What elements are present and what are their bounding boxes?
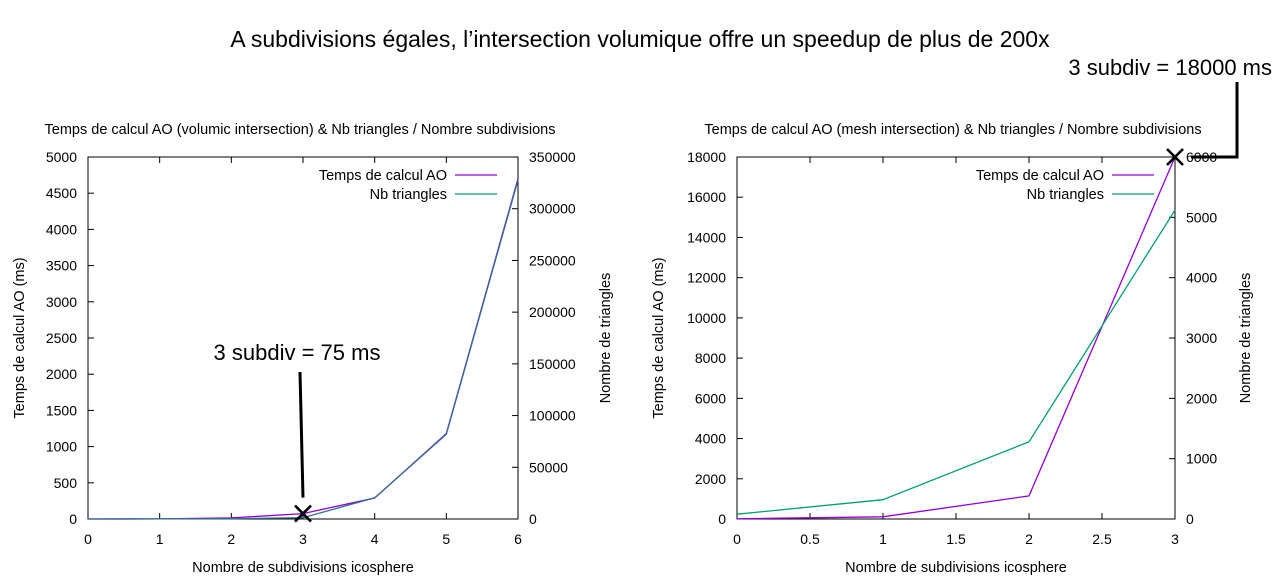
annotation-marker [294, 504, 312, 523]
y-tick-label: 16000 [687, 189, 726, 205]
x-axis-label: Nombre de subdivisions icosphere [192, 560, 414, 576]
chart-title: Temps de calcul AO (volumic intersection… [45, 122, 556, 138]
y2-tick-label: 5000 [1186, 209, 1217, 225]
y-tick-label: 5000 [46, 149, 77, 165]
chart-title: Temps de calcul AO (mesh intersection) &… [704, 122, 1201, 138]
y2-tick-label: 0 [529, 511, 537, 527]
annotation-pointer [1191, 82, 1239, 159]
y-tick-label: 4000 [695, 431, 726, 447]
chart-mesh-intersection: Temps de calcul AO (mesh intersection) &… [651, 55, 1272, 576]
annotation-text: 3 subdiv = 18000 ms [1068, 55, 1272, 80]
x-tick-label: 0 [733, 531, 741, 547]
y-tick-label: 2000 [46, 366, 77, 382]
y-tick-label: 18000 [687, 149, 726, 165]
y-tick-label: 2500 [46, 330, 77, 346]
x-tick-label: 3 [299, 531, 307, 547]
y-tick-label: 2000 [695, 471, 726, 487]
y2-tick-label: 2000 [1186, 390, 1217, 406]
y2-tick-label: 100000 [529, 408, 576, 424]
y2-tick-label: 50000 [529, 459, 568, 475]
y-tick-label: 10000 [687, 310, 726, 326]
x-tick-label: 4 [371, 531, 379, 547]
legend-label: Nb triangles [370, 187, 447, 203]
y-tick-label: 8000 [695, 350, 726, 366]
legend-label: Nb triangles [1027, 187, 1104, 203]
x-tick-label: 2 [227, 531, 235, 547]
headline: A subdivisions égales, l’intersection vo… [230, 26, 1050, 52]
annotation-text: 3 subdiv = 75 ms [214, 340, 381, 365]
series-line-triangles [736, 209, 1176, 515]
y2-axis-label: Nombre de triangles [598, 273, 614, 404]
marker-stroke [1166, 148, 1184, 166]
y-tick-label: 500 [54, 475, 78, 491]
x-tick-label: 0.5 [800, 531, 820, 547]
legend-label: Temps de calcul AO [319, 168, 447, 184]
plot-frame [736, 156, 1176, 520]
y2-tick-label: 350000 [529, 149, 576, 165]
y2-tick-label: 1000 [1186, 451, 1217, 467]
y-tick-label: 12000 [687, 270, 726, 286]
x-tick-label: 5 [442, 531, 450, 547]
y2-tick-label: 3000 [1186, 330, 1217, 346]
x-tick-label: 3 [1171, 531, 1179, 547]
chart-volumic-intersection: Temps de calcul AO (volumic intersection… [12, 122, 614, 576]
y2-tick-label: 4000 [1186, 270, 1217, 286]
y-tick-label: 3000 [46, 294, 77, 310]
y-tick-label: 4000 [46, 221, 77, 237]
x-tick-label: 0 [84, 531, 92, 547]
series-line-triangles [87, 179, 519, 520]
x-tick-label: 2.5 [1092, 531, 1112, 547]
y-tick-label: 4500 [46, 185, 77, 201]
y2-tick-label: 300000 [529, 201, 576, 217]
x-tick-label: 1 [156, 531, 164, 547]
y2-tick-label: 250000 [529, 252, 576, 268]
y-tick-label: 6000 [695, 390, 726, 406]
y-tick-label: 0 [718, 511, 726, 527]
x-tick-label: 6 [514, 531, 522, 547]
x-tick-label: 2 [1025, 531, 1033, 547]
x-axis-label: Nombre de subdivisions icosphere [845, 560, 1067, 576]
y2-tick-label: 150000 [529, 356, 576, 372]
y2-tick-label: 0 [1186, 511, 1194, 527]
legend-label: Temps de calcul AO [976, 168, 1104, 184]
series-line-time [736, 156, 1176, 520]
x-tick-label: 1.5 [946, 531, 966, 547]
y-tick-label: 3500 [46, 258, 77, 274]
y-tick-label: 0 [69, 511, 77, 527]
y-tick-label: 14000 [687, 229, 726, 245]
y2-axis-label: Nombre de triangles [1238, 273, 1254, 404]
y-axis-label: Temps de calcul AO (ms) [651, 257, 667, 418]
y-tick-label: 1000 [46, 439, 77, 455]
y-axis-label: Temps de calcul AO (ms) [12, 257, 28, 418]
annotation-marker [1166, 148, 1184, 166]
annotation-pointer [298, 371, 305, 498]
x-tick-label: 1 [879, 531, 887, 547]
y-tick-label: 1500 [46, 402, 77, 418]
y2-tick-label: 200000 [529, 304, 576, 320]
marker-stroke [294, 504, 312, 523]
